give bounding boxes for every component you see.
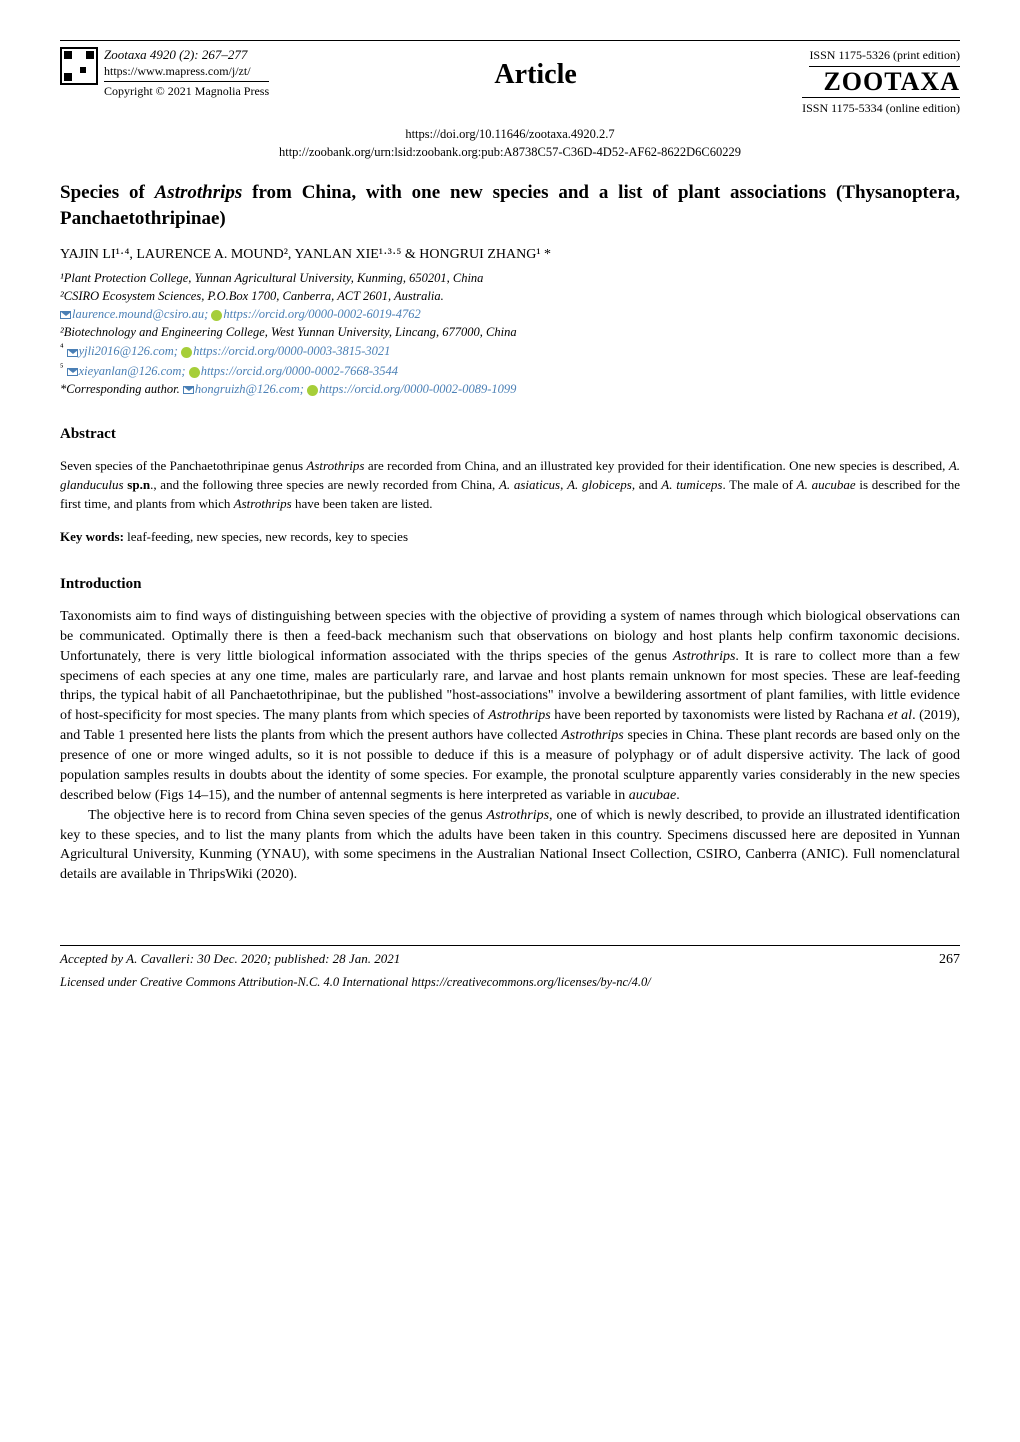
- intro-p2: The objective here is to record from Chi…: [60, 806, 960, 886]
- accepted-line: Accepted by A. Cavalleri: 30 Dec. 2020; …: [60, 950, 400, 970]
- sup-5: ⁵: [60, 362, 64, 373]
- header-right: ISSN 1175-5326 (print edition) ZOOTAXA I…: [802, 47, 960, 117]
- mail-icon: [67, 349, 78, 357]
- header-center: Article: [494, 47, 576, 94]
- page-footer: Accepted by A. Cavalleri: 30 Dec. 2020; …: [60, 945, 960, 970]
- article-title: Species of Astrothrips from China, with …: [60, 180, 960, 231]
- header-left: Zootaxa 4920 (2): 267–277 https://www.ma…: [60, 47, 269, 100]
- orcid-icon: [211, 310, 222, 321]
- orcid-li[interactable]: https://orcid.org/0000-0003-3815-3021: [193, 345, 390, 359]
- mail-icon: [60, 311, 71, 319]
- journal-logo: ZOOTAXA: [823, 69, 960, 95]
- introduction-heading: Introduction: [60, 574, 960, 595]
- journal-url[interactable]: https://www.mapress.com/j/zt/: [104, 64, 269, 80]
- affiliation-5-contact: ⁵ xieyanlan@126.com; https://orcid.org/0…: [60, 361, 960, 380]
- corresponding-author: *Corresponding author. hongruizh@126.com…: [60, 380, 960, 398]
- affiliation-1: ¹Plant Protection College, Yunnan Agricu…: [60, 269, 960, 287]
- sup-4: ⁴: [60, 342, 64, 353]
- mail-icon: [183, 386, 194, 394]
- affiliation-2: ²CSIRO Ecosystem Sciences, P.O.Box 1700,…: [60, 287, 960, 305]
- keywords-text: leaf-feeding, new species, new records, …: [124, 529, 408, 544]
- orcid-icon: [181, 347, 192, 358]
- keywords-line: Key words: leaf-feeding, new species, ne…: [60, 528, 960, 546]
- email-zhang[interactable]: hongruizh@126.com;: [195, 382, 304, 396]
- affiliation-3: ²Biotechnology and Engineering College, …: [60, 323, 960, 341]
- article-type-label: Article: [494, 55, 576, 94]
- email-xie[interactable]: xieyanlan@126.com;: [79, 364, 186, 378]
- issn-print: ISSN 1175-5326 (print edition): [809, 47, 960, 67]
- journal-info: Zootaxa 4920 (2): 267–277 https://www.ma…: [104, 47, 269, 100]
- journal-citation: Zootaxa 4920 (2): 267–277: [104, 47, 269, 64]
- abstract-text: Seven species of the Panchaetothripinae …: [60, 457, 960, 514]
- affiliations-block: ¹Plant Protection College, Yunnan Agricu…: [60, 269, 960, 398]
- orcid-xie[interactable]: https://orcid.org/0000-0002-7668-3544: [201, 364, 398, 378]
- affiliation-4-contact: ⁴ yjli2016@126.com; https://orcid.org/00…: [60, 341, 960, 360]
- authors-line: YAJIN LI¹·⁴, LAURENCE A. MOUND², YANLAN …: [60, 245, 960, 265]
- license-line: Licensed under Creative Commons Attribut…: [60, 974, 960, 992]
- qr-icon: [60, 47, 98, 85]
- orcid-zhang[interactable]: https://orcid.org/0000-0002-0089-1099: [319, 382, 516, 396]
- mail-icon: [67, 368, 78, 376]
- corr-label: *Corresponding author.: [60, 382, 180, 396]
- issn-online: ISSN 1175-5334 (online edition): [802, 97, 960, 117]
- orcid-icon: [189, 367, 200, 378]
- journal-header: Zootaxa 4920 (2): 267–277 https://www.ma…: [60, 40, 960, 117]
- doi-link[interactable]: https://doi.org/10.11646/zootaxa.4920.2.…: [60, 125, 960, 144]
- introduction-body: Taxonomists aim to find ways of distingu…: [60, 607, 960, 885]
- zoobank-link[interactable]: http://zoobank.org/urn:lsid:zoobank.org:…: [60, 143, 960, 162]
- keywords-label: Key words:: [60, 529, 124, 544]
- abstract-heading: Abstract: [60, 424, 960, 445]
- intro-p1: Taxonomists aim to find ways of distingu…: [60, 607, 960, 806]
- email-li[interactable]: yjli2016@126.com;: [79, 345, 178, 359]
- email-mound[interactable]: laurence.mound@csiro.au;: [72, 307, 208, 321]
- orcid-mound[interactable]: https://orcid.org/0000-0002-6019-4762: [223, 307, 420, 321]
- copyright-line: Copyright © 2021 Magnolia Press: [104, 81, 269, 100]
- orcid-icon: [307, 385, 318, 396]
- affiliation-2-contact: laurence.mound@csiro.au; https://orcid.o…: [60, 305, 960, 323]
- page-number: 267: [939, 950, 960, 970]
- doi-block: https://doi.org/10.11646/zootaxa.4920.2.…: [60, 125, 960, 163]
